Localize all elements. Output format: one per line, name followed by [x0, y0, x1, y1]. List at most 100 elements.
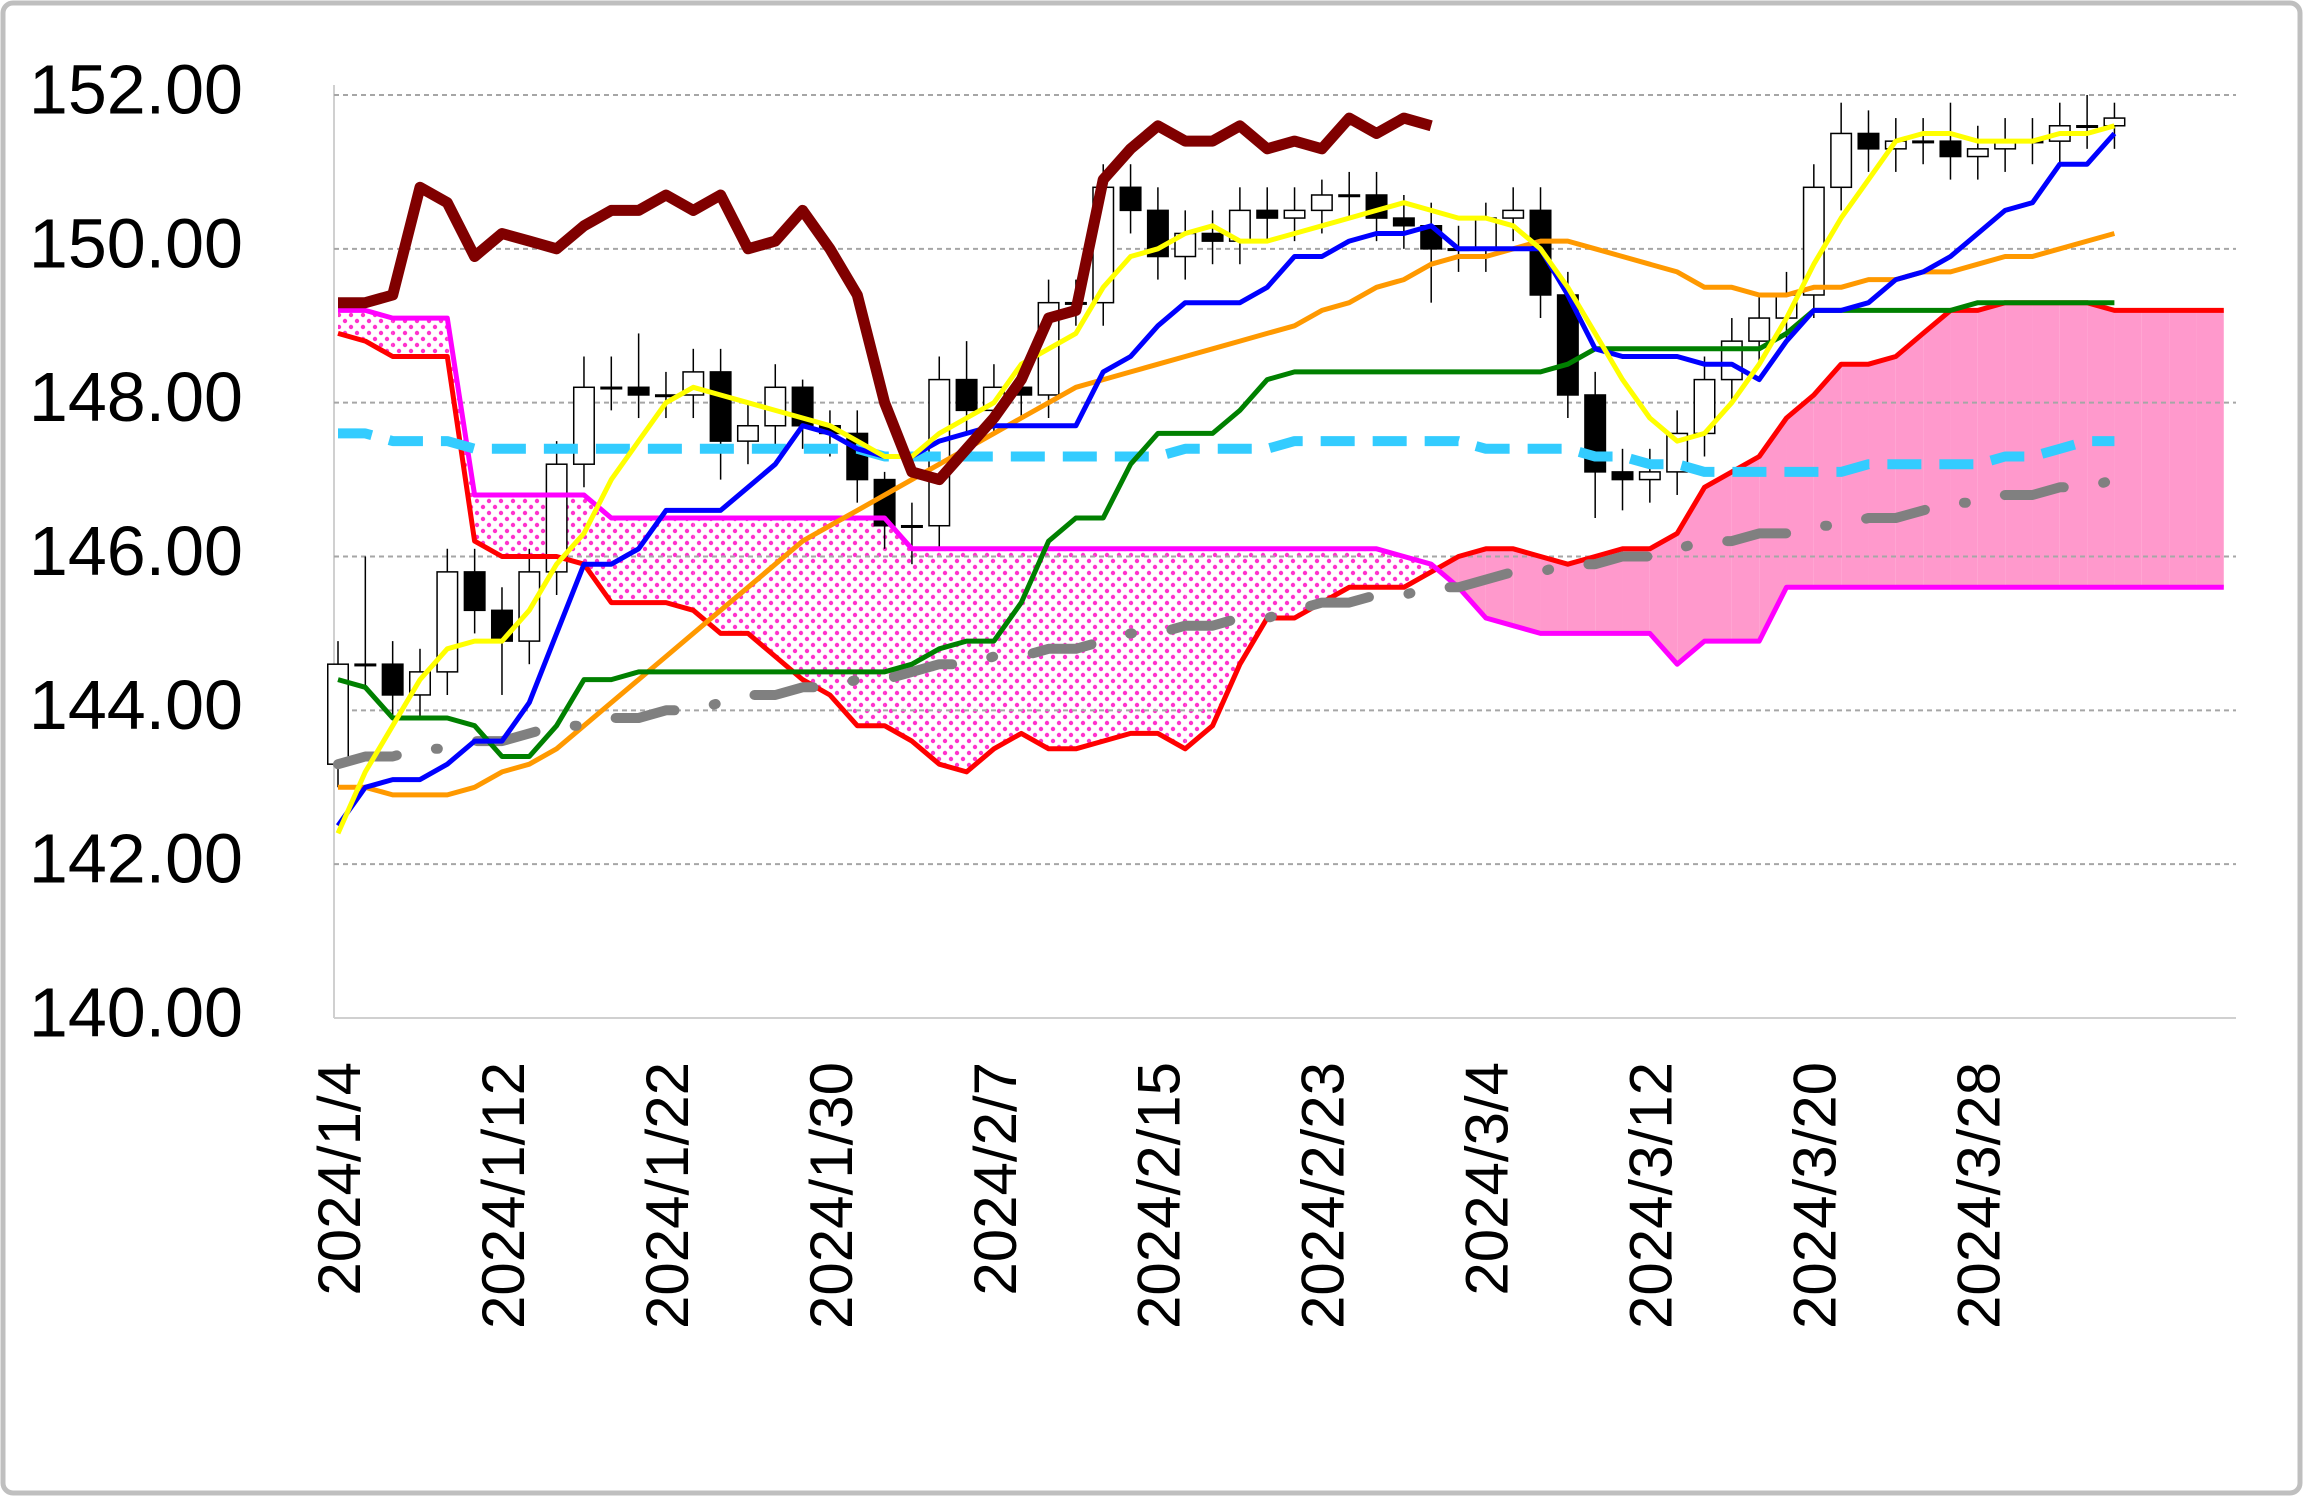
candle-body	[381, 663, 404, 696]
cloud-fill	[1267, 548, 1295, 619]
x-tick-label: 2024/1/30	[798, 1062, 865, 1329]
y-tick-label: 140.00	[29, 973, 243, 1051]
candle-body	[1283, 209, 1306, 219]
cloud-fill	[501, 494, 530, 557]
x-tick-label: 2024/3/12	[1618, 1062, 1685, 1329]
cloud-fill	[1103, 548, 1131, 742]
cloud-fill	[392, 318, 420, 357]
cloud-fill	[665, 518, 694, 611]
cloud-fill	[966, 548, 994, 772]
cloud-fill	[1212, 548, 1240, 726]
candle-body	[955, 378, 978, 412]
series-line	[338, 231, 2116, 798]
series-line	[338, 307, 2224, 667]
cloud-fill	[1649, 533, 1678, 665]
cloud-fill	[1977, 302, 2006, 588]
cloud-fill	[1868, 356, 1896, 588]
lines	[333, 112, 2224, 835]
series-line	[338, 428, 2115, 477]
cloud-fill	[419, 318, 448, 357]
series-line	[337, 300, 2224, 775]
cloud-fill	[1130, 548, 1158, 734]
cloud-fill	[474, 494, 502, 557]
labels: 140.00 142.00 144.00 146.00 148.00 150.00 152.…	[29, 50, 2013, 1328]
x-tick-label: 2024/1/22	[634, 1062, 701, 1329]
cloud-fill	[1157, 548, 1186, 749]
candle-body	[2076, 125, 2099, 129]
series-line	[335, 123, 2116, 835]
candle-body	[572, 386, 595, 465]
y-tick-label: 146.00	[29, 512, 243, 590]
candle-body	[1502, 209, 1525, 219]
candle-body	[545, 463, 568, 573]
candle-body	[2103, 117, 2126, 127]
cloud-fill	[1677, 487, 1705, 665]
candle-body	[1201, 232, 1224, 242]
series-line	[335, 131, 2117, 828]
candle-body	[1912, 140, 1935, 144]
y-tick-label: 150.00	[29, 204, 243, 282]
x-tick-label: 2024/2/7	[962, 1062, 1029, 1296]
x-tick-label: 2024/3/20	[1782, 1062, 1849, 1329]
candle-body	[1748, 317, 1771, 342]
cloud-fill	[1731, 456, 1760, 642]
candle-body	[1611, 471, 1634, 481]
y-tick-label: 144.00	[29, 666, 243, 744]
candle-body	[736, 424, 759, 442]
candle-body	[1638, 471, 1661, 481]
cloud-fill	[2114, 310, 2142, 588]
x-tick-label: 2024/1/4	[306, 1062, 373, 1296]
candle-body	[1939, 140, 1962, 158]
candle-body	[1256, 209, 1279, 219]
candle-body	[1830, 132, 1853, 189]
candle-body	[1392, 217, 1415, 227]
cloud-fill	[611, 518, 639, 603]
cloud-fill	[1786, 394, 1814, 588]
x-tick-label: 2024/3/4	[1454, 1062, 1521, 1296]
cloud-fill	[857, 518, 885, 726]
y-tick-label: 152.00	[29, 50, 243, 128]
cloud-fill	[993, 548, 1022, 749]
candle-body	[1119, 186, 1142, 212]
y-tick-label: 148.00	[29, 358, 243, 436]
cloud-fill	[1813, 364, 1842, 588]
candle-body	[354, 663, 377, 667]
cloud-fill	[693, 518, 721, 634]
cloud-fill	[1595, 548, 1623, 634]
cloud-fill	[720, 518, 748, 634]
cloud-fill	[1185, 548, 1213, 749]
cloud-fill	[802, 518, 830, 695]
x-tick-label: 2024/1/12	[470, 1062, 537, 1329]
cloud-fill	[1704, 471, 1732, 642]
cloud-fill	[1540, 556, 1568, 634]
cloud-fill	[1923, 310, 1951, 588]
series-line	[333, 474, 2120, 770]
cloud-fill	[1950, 310, 1978, 588]
cloud-fill	[365, 310, 393, 357]
cloud-fill	[1349, 548, 1377, 588]
cloud-fill	[2032, 302, 2060, 588]
cloud-fill	[884, 518, 912, 742]
candle-body	[1857, 132, 1880, 150]
cloud-fill	[2196, 310, 2224, 588]
cloud-fill	[1376, 548, 1404, 588]
cloud-fill	[1622, 548, 1650, 634]
x-tick-label: 2024/2/15	[1126, 1062, 1193, 1329]
cloud-fill	[1567, 556, 1596, 634]
candle-body	[463, 571, 486, 612]
cloud-fill	[2141, 310, 2170, 588]
cloud-fill	[1485, 548, 1514, 626]
cloud-fill	[829, 518, 858, 726]
cloud-fill	[2005, 302, 2033, 588]
x-tick-label: 2024/2/23	[1290, 1062, 1357, 1329]
candle-body	[900, 524, 923, 528]
cloud-fill	[1239, 548, 1268, 665]
candle-body	[1310, 194, 1333, 212]
y-tick-label: 142.00	[29, 820, 243, 898]
candle-body	[627, 386, 650, 396]
cloud-fill	[1841, 364, 1869, 588]
candle-body	[709, 371, 732, 442]
candle-body	[1338, 194, 1361, 198]
